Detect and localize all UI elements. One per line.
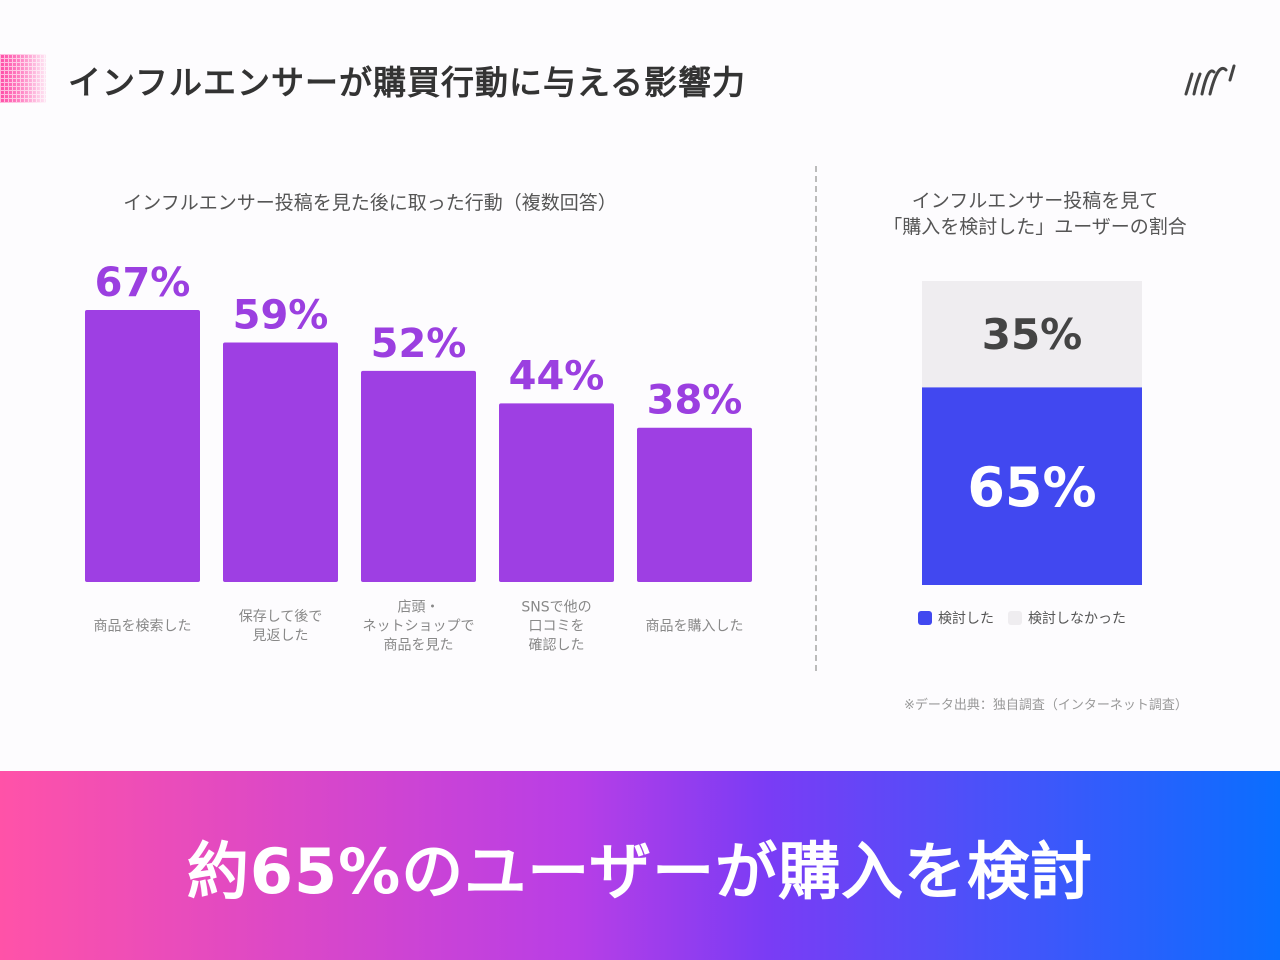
stacked-chart-title: インフルエンサー投稿を見て 「購入を検討した」ユーザーの割合 <box>883 190 1187 238</box>
title-decoration <box>0 54 46 103</box>
bar <box>499 403 614 582</box>
brand-logo <box>1184 64 1236 96</box>
category-label: 店頭・ ネットショップで 商品を見た <box>362 599 475 654</box>
bar <box>361 370 476 582</box>
category-label: 商品を検索した <box>93 618 192 635</box>
charts-svg: 67% 59% 52% 44% 38% 35% 65% <box>85 260 1142 585</box>
conclusion-banner: 約65%のユーザーが購入を検討 <box>0 771 1280 960</box>
stacked-segment-considered <box>922 387 1142 585</box>
legend: 検討した 検討しなかった <box>918 608 1126 628</box>
bar-value-label: 44% <box>509 353 605 399</box>
bar <box>85 309 200 582</box>
category-label: 保存して後で 見返した <box>238 609 323 644</box>
bar-value-label: 59% <box>233 292 329 338</box>
category-label: SNSで他の 口コミを 確認した <box>521 599 592 654</box>
legend-label-not-considered: 検討しなかった <box>1028 611 1126 627</box>
bar <box>223 342 338 582</box>
segment-label-not-considered: 35% <box>982 310 1083 359</box>
bar-value-label: 38% <box>647 378 743 424</box>
page-title: インフルエンサーが購買行動に与える影響力 <box>68 63 747 102</box>
bar-value-label: 52% <box>371 321 467 367</box>
data-source: ※データ出典：独自調査（インターネット調査） <box>904 698 1188 713</box>
stacked-segment-not-considered <box>922 281 1142 388</box>
banner-text: 約65%のユーザーが購入を検討 <box>186 834 1094 908</box>
legend-label-considered: 検討した <box>938 611 994 627</box>
bar-chart-title: インフルエンサー投稿を見た後に取った行動（複数回答） <box>123 192 617 214</box>
legend-swatch-considered <box>918 611 932 625</box>
category-label: 商品を購入した <box>645 618 744 635</box>
divider <box>815 166 817 671</box>
bar <box>637 427 752 582</box>
bar-value-label: 67% <box>95 260 191 306</box>
legend-swatch-not-considered <box>1008 611 1022 625</box>
segment-label-considered: 65% <box>967 456 1096 519</box>
